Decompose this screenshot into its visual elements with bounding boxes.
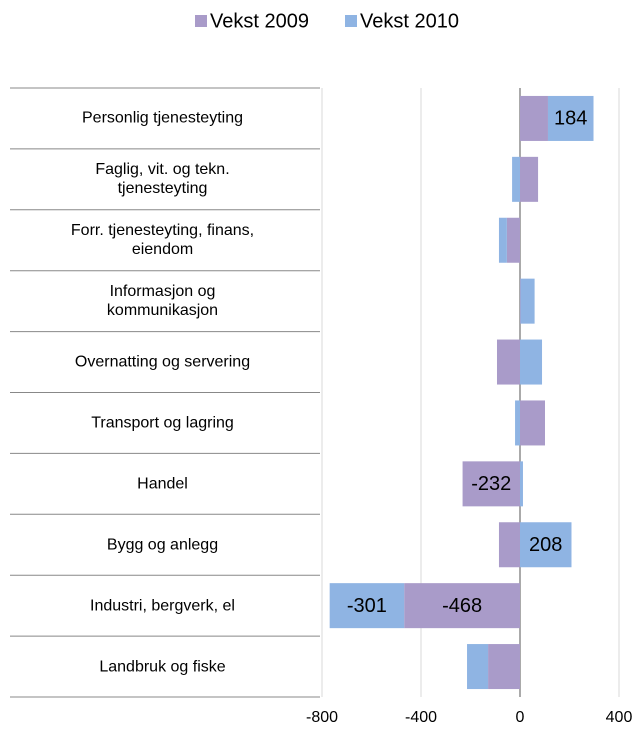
data-label: 208 <box>529 534 562 556</box>
bar <box>520 278 535 324</box>
x-tick-label: 400 <box>606 709 633 726</box>
data-label: 184 <box>554 108 587 130</box>
y-tick-label: Forr. tjenesteyting, finans, eiendom <box>70 222 255 259</box>
y-tick-label: Personlig tjenesteyting <box>82 109 243 127</box>
bar <box>506 217 520 263</box>
bar <box>498 217 507 263</box>
data-label: -232 <box>471 473 511 495</box>
bar <box>512 156 520 202</box>
y-tick-label: Overnatting og servering <box>74 353 251 371</box>
bar <box>329 583 405 629</box>
bar <box>488 644 520 690</box>
bar <box>498 522 520 568</box>
y-tick-label: Informasjon og kommunikasjon <box>106 283 219 320</box>
bar <box>520 461 523 507</box>
y-tick-label: Handel <box>137 475 188 493</box>
bar <box>462 461 520 507</box>
legend-swatch <box>195 15 207 27</box>
x-tick-label: 0 <box>516 709 525 726</box>
data-label: -468 <box>442 595 482 617</box>
data-label: -301 <box>347 595 387 617</box>
legend-label: Vekst 2009 <box>210 10 309 32</box>
y-tick-label: Bygg og anlegg <box>106 536 219 554</box>
bar <box>520 339 543 385</box>
bar <box>467 644 489 690</box>
y-tick-label: Industri, bergverk, el <box>90 597 235 615</box>
bar <box>404 583 520 629</box>
x-tick-label: -400 <box>405 709 437 726</box>
bar <box>496 339 520 385</box>
x-tick-label: -800 <box>306 709 338 726</box>
bar <box>515 400 520 446</box>
bar <box>520 400 545 446</box>
bar <box>520 156 539 202</box>
bar <box>547 95 594 141</box>
bar <box>520 522 572 568</box>
bar <box>520 95 548 141</box>
y-tick-label: Transport og lagring <box>91 414 234 432</box>
legend-swatch <box>345 15 357 27</box>
y-tick-label: Faglig, vit. og tekn. tjenesteyting <box>95 161 230 198</box>
legend-label: Vekst 2010 <box>360 10 459 32</box>
y-tick-label: Landbruk og fiske <box>99 658 226 676</box>
